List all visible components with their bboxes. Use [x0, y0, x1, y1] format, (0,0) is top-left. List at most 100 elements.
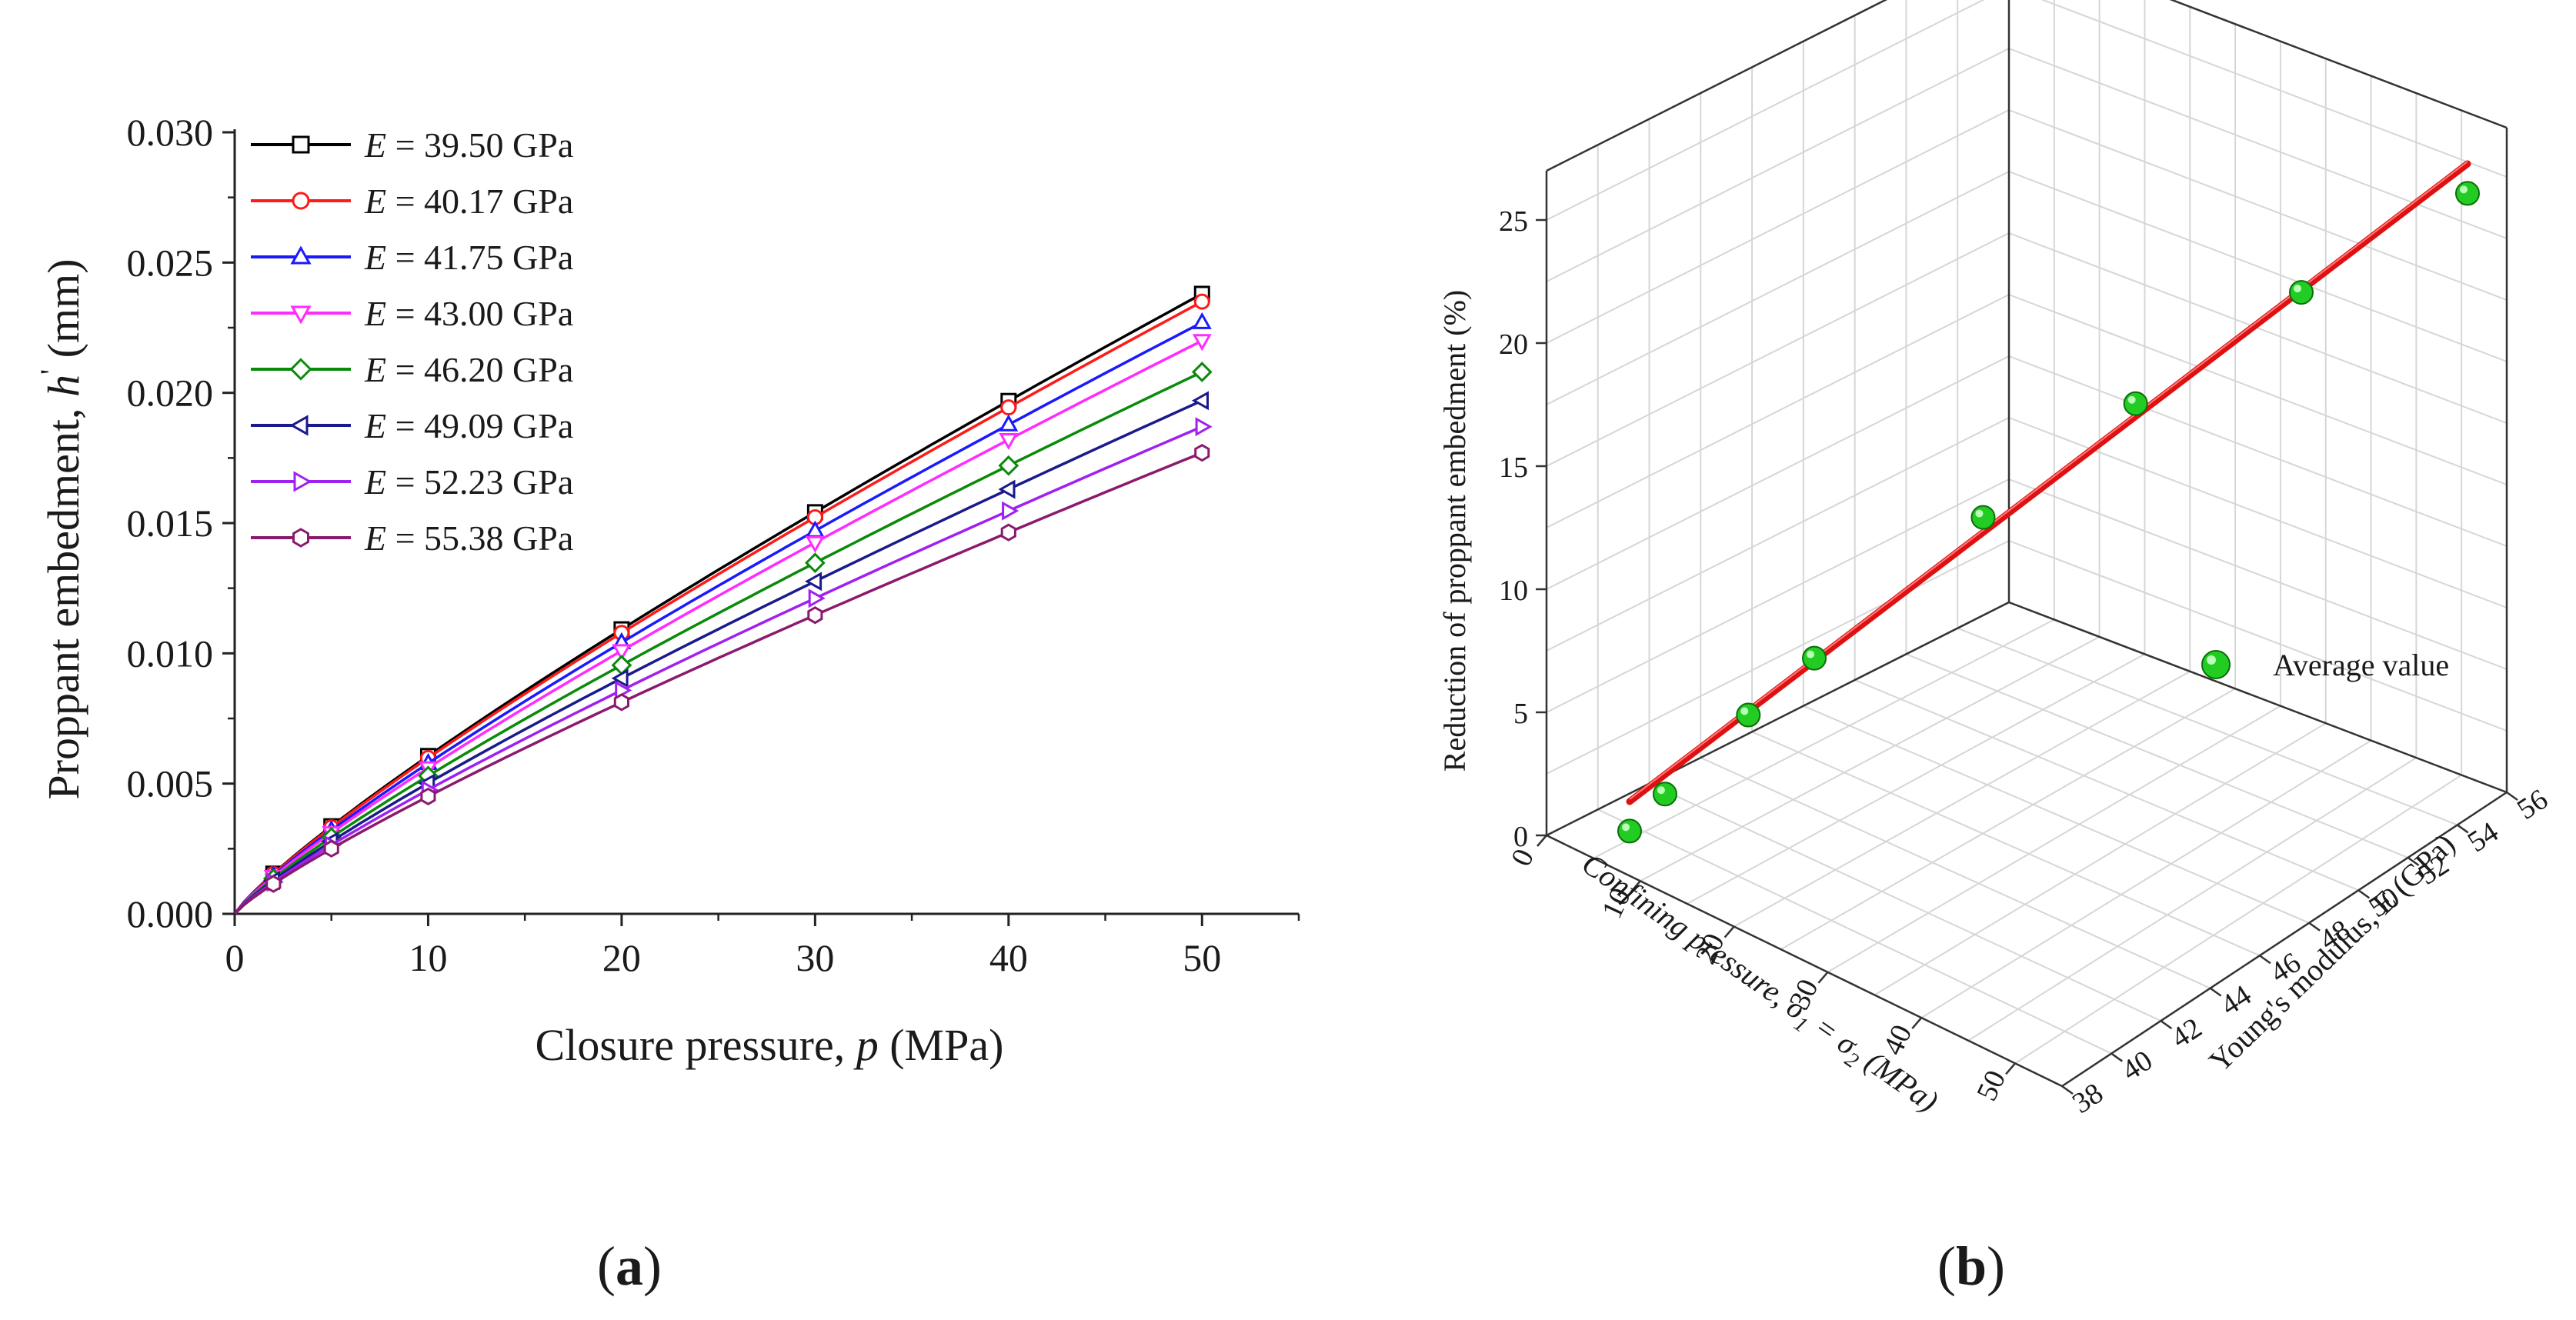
a-x-tick-label: 30 — [796, 936, 834, 979]
a-data-marker — [1195, 417, 1213, 437]
b-wall-grid-line — [2040, 0, 2508, 178]
panel-label-a: (a) — [597, 1235, 662, 1297]
b-data-point-highlight — [2460, 185, 2468, 194]
b-floor-grid-line — [2014, 774, 2462, 1065]
b-floor-grid-line — [1874, 722, 2327, 996]
b-y-tick-mark — [2506, 791, 2518, 802]
b-z-tick-label: 15 — [1499, 452, 1528, 484]
b-wall-grid-line — [1546, 109, 2010, 344]
b-frame-edge — [2008, 601, 2508, 794]
a-legend: E = 39.50 GPa E = 40.17 GPa E = 41.75 GPa E… — [251, 125, 573, 558]
a-series-line — [233, 451, 1203, 915]
b-legend-marker-highlight — [2207, 655, 2216, 665]
b-data-point-highlight — [1975, 509, 1984, 518]
a-data-marker — [999, 433, 1019, 451]
a-legend-marker — [289, 358, 312, 381]
b-floor-grid-line — [1827, 705, 2281, 973]
a-legend-label: E = 46.20 GPa — [364, 350, 573, 389]
a-data-marker — [805, 535, 825, 553]
a-series-line — [233, 321, 1203, 915]
b-floor-grid-line — [1640, 636, 2101, 882]
b-x-tick-mark — [1630, 880, 1641, 893]
b-y-tick-mark — [2111, 1052, 2123, 1062]
b-y-tick-mark — [2308, 922, 2321, 932]
b-x-tick-mark — [1537, 835, 1547, 847]
b-x-tick-mark — [1723, 925, 1735, 938]
a-x-tick-label: 50 — [1183, 936, 1221, 979]
a-legend-marker — [289, 415, 309, 436]
b-data-point — [1652, 782, 1677, 807]
b-data-point-highlight — [2127, 395, 2136, 404]
b-legend-marker — [2201, 650, 2231, 679]
b-floor-grid-line — [1957, 627, 2458, 826]
b-z-tick-label: 25 — [1499, 205, 1528, 238]
b-data-point — [1802, 645, 1827, 671]
a-y-tick-label: 0.015 — [127, 502, 214, 545]
b-wall-grid-line — [2008, 355, 2508, 547]
b-wall-grid-line — [2008, 232, 2508, 424]
b-wall-grid-line — [1546, 48, 2010, 282]
a-legend-label: E = 39.50 GPa — [364, 125, 573, 165]
a-series-line — [233, 339, 1203, 915]
b-floor-grid-line — [1854, 679, 2359, 892]
b-data-point — [1736, 702, 1761, 728]
b-wall-grid-line — [1546, 171, 2010, 405]
b-z-tick-label: 0 — [1513, 821, 1528, 853]
a-legend-marker — [293, 471, 312, 492]
a-data-marker — [999, 414, 1019, 432]
chart-a: 0 10 20 30 40 50 0.000 0.005 0.010 0.015 0.020 0.02… — [34, 111, 1300, 1297]
b-wall-grid-line — [1546, 478, 2010, 713]
a-x-tick-label: 10 — [409, 936, 447, 979]
a-data-marker — [1193, 293, 1210, 310]
a-data-marker — [807, 606, 823, 625]
b-y-tick-mark — [2160, 1020, 2173, 1030]
a-data-marker — [1192, 334, 1212, 352]
a-data-marker — [804, 552, 826, 574]
a-legend-marker — [290, 245, 312, 265]
a-y-tick-label: 0.030 — [127, 111, 214, 154]
a-y-tick-label: 0.005 — [127, 762, 214, 805]
a-data-marker — [612, 644, 632, 662]
b-floor-grid-line — [1733, 670, 2191, 928]
b-wall-grid-line — [1546, 540, 2010, 775]
b-frame-edge — [2061, 791, 2508, 1088]
b-data-point — [2455, 181, 2480, 206]
a-data-marker — [1192, 312, 1212, 329]
a-data-marker — [1000, 399, 1017, 416]
a-x-axis-label: Closure pressure, p (MPa) — [536, 1020, 1004, 1070]
b-wall-grid-line — [2008, 540, 2508, 732]
b-wall-grid-line — [1546, 294, 2010, 528]
b-frame-edge — [2169, 0, 2508, 129]
a-y-tick-label: 0.000 — [127, 892, 214, 935]
a-legend-label: E = 43.00 GPa — [364, 294, 573, 333]
a-series-line — [233, 300, 1203, 915]
b-data-point — [2123, 391, 2148, 416]
b-frame-edge — [1546, 0, 1888, 172]
a-series-line — [233, 371, 1203, 915]
b-wall-grid-line — [1546, 0, 1985, 221]
a-data-marker — [1194, 443, 1210, 462]
b-data-point-highlight — [1622, 823, 1630, 832]
b-floor-grid-line — [1649, 782, 2161, 1022]
a-data-marker — [323, 839, 339, 858]
a-data-marker — [1002, 501, 1019, 521]
b-wall-grid-line — [2008, 48, 2508, 239]
a-data-marker — [265, 875, 282, 893]
a-y-axis-label: Proppant embedment, h' (mm) — [34, 258, 88, 799]
a-data-marker — [998, 455, 1019, 476]
a-data-marker — [1191, 391, 1209, 411]
b-floor-grid-line — [1967, 757, 2417, 1042]
b-floor-grid-line — [1803, 705, 2310, 924]
a-legend-marker — [292, 192, 310, 210]
a-legend-marker — [292, 135, 310, 154]
b-wall-grid-line — [2008, 478, 2508, 670]
b-data-point-highlight — [1807, 650, 1815, 658]
b-wall-grid-line — [1546, 355, 2010, 590]
b-y-tick-mark — [2209, 987, 2222, 997]
b-legend-label: Average value — [2273, 648, 2449, 682]
b-y-tick-mark — [2259, 955, 2271, 965]
b-x-tick-mark — [1911, 1017, 1923, 1029]
a-data-marker — [804, 572, 823, 592]
b-wall-grid-line — [1546, 232, 2010, 467]
b-wall-grid-line — [2008, 109, 2508, 301]
